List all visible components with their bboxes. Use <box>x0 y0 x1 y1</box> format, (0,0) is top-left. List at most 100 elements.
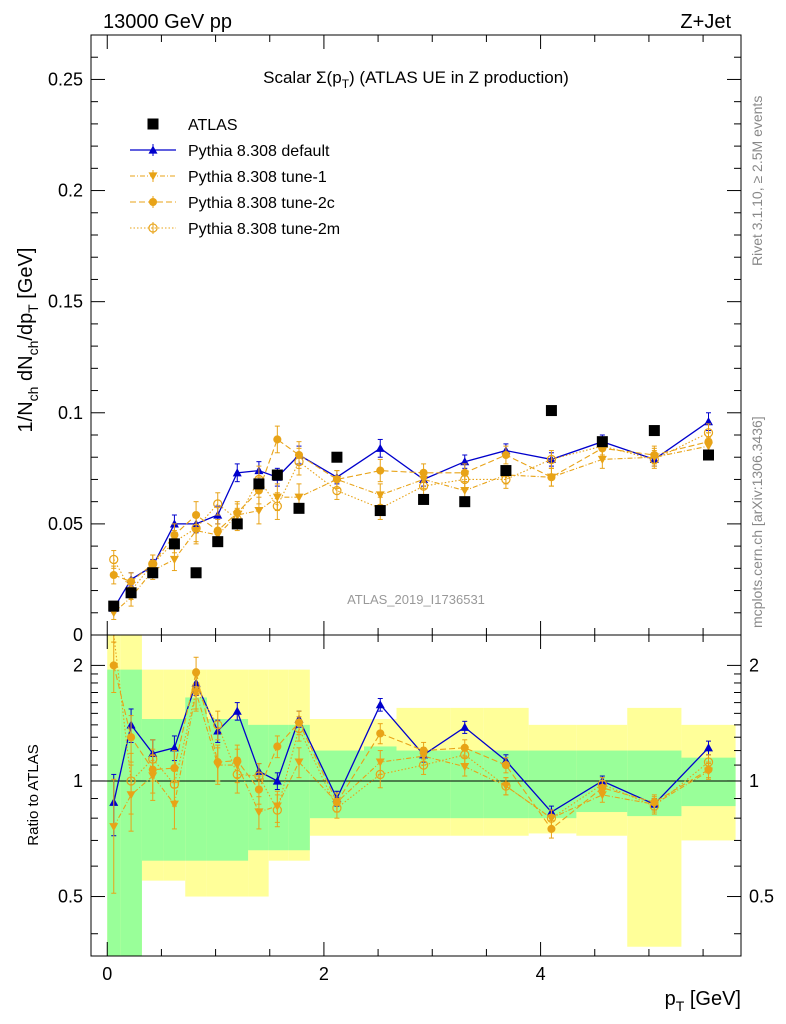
ratio-point-pythia-8-308-tune-2m <box>332 803 342 813</box>
main-point-pythia-8-308-tune-2m <box>703 428 714 438</box>
main-point-atlas <box>253 478 265 490</box>
main-point-pythia-8-308-tune-2m <box>272 501 282 511</box>
main-point-atlas <box>703 449 714 461</box>
main-point-pythia-8-308-tune-2m <box>649 454 659 465</box>
ratio-point-pythia-8-308-tune-2m <box>546 813 557 823</box>
main-point-atlas <box>545 405 557 417</box>
ratio-point-pythia-8-308-tune-2m <box>169 779 180 789</box>
ratio-y-tick-label-right: 1 <box>749 771 759 791</box>
legend-label-pythia-8-308-tune-2m: Pythia 8.308 tune-2m <box>188 221 340 238</box>
ratio-point-pythia-8-308-tune-1 <box>254 808 264 817</box>
main-y-tick-label: 0.25 <box>48 69 83 89</box>
ratio-y-tick-label: 2 <box>73 655 83 675</box>
legend-marker-atlas <box>147 118 159 130</box>
main-point-pythia-8-308-tune-2m <box>109 554 119 565</box>
ratio-point-pythia-8-308-tune-2m <box>649 801 659 811</box>
main-point-pythia-8-308-tune-2m <box>213 499 223 509</box>
main-y-tick-label: 0.2 <box>58 181 83 201</box>
main-point-pythia-8-308-default <box>375 443 385 452</box>
main-point-atlas <box>596 436 608 448</box>
main-point-pythia-8-308-tune-2c <box>419 468 428 477</box>
legend-label-pythia-8-308-tune-2c: Pythia 8.308 tune-2c <box>188 195 335 212</box>
legend-marker-pythia-8-308-tune-2m <box>148 223 158 233</box>
ratio-point-pythia-8-308-default <box>169 743 179 752</box>
main-line-pythia-8-308-tune-2m <box>113 432 709 592</box>
ratio-y-tick-label-right: 0.5 <box>749 887 774 907</box>
main-point-atlas <box>418 493 430 505</box>
main-point-pythia-8-308-tune-2m <box>191 523 201 533</box>
ratio-point-pythia-8-308-tune-2m <box>232 769 242 780</box>
ratio-point-pythia-8-308-tune-2c <box>376 729 385 738</box>
main-point-pythia-8-308-tune-1 <box>375 491 385 500</box>
ratio-inner-band <box>227 719 249 861</box>
main-point-atlas <box>108 600 120 612</box>
main-point-pythia-8-308-tune-2m <box>546 454 557 465</box>
ratio-point-pythia-8-308-tune-2m <box>597 779 607 789</box>
main-point-pythia-8-308-tune-2c <box>547 473 556 482</box>
ratio-point-pythia-8-308-tune-2m <box>418 760 429 770</box>
legend-label-atlas: ATLAS <box>188 117 238 134</box>
legend-marker-pythia-8-308-tune-1 <box>148 172 158 181</box>
legend-marker-pythia-8-308-default <box>148 145 158 154</box>
chart-title: Scalar Σ(pT) (ATLAS UE in Z production) <box>263 68 569 91</box>
main-point-atlas <box>168 538 180 550</box>
main-point-atlas <box>648 425 660 437</box>
ratio-point-pythia-8-308-tune-2m <box>254 771 264 781</box>
analysis-watermark: ATLAS_2019_I1736531 <box>347 592 485 607</box>
main-point-pythia-8-308-tune-2c <box>273 435 282 444</box>
main-line-pythia-8-308-tune-2c <box>113 438 709 583</box>
main-line-pythia-8-308-default <box>113 421 709 609</box>
ratio-point-pythia-8-308-tune-2m <box>375 769 385 780</box>
main-point-pythia-8-308-tune-2c <box>501 450 510 460</box>
main-point-pythia-8-308-tune-2m <box>332 485 342 496</box>
main-y-tick-label: 0 <box>73 625 83 645</box>
x-tick-label: 4 <box>536 964 546 984</box>
y-axis-label: 1/Nch dNch/dpT [GeV] <box>15 248 41 433</box>
ratio-point-pythia-8-308-default <box>375 700 385 709</box>
ratio-point-pythia-8-308-tune-2m <box>272 805 282 815</box>
ratio-point-pythia-8-308-tune-2c <box>501 761 510 770</box>
ratio-inner-band <box>450 750 484 819</box>
main-point-atlas <box>271 469 283 481</box>
main-point-pythia-8-308-tune-2m <box>460 474 470 485</box>
main-panel: 0 0.05 0.1 0.15 0.2 0.25 Scalar Σ(pT) (ATLAS … <box>15 34 742 645</box>
main-point-pythia-8-308-tune-1 <box>254 506 264 516</box>
main-point-pythia-8-308-default <box>232 468 242 477</box>
main-point-atlas <box>293 502 305 514</box>
ratio-inner-band <box>528 750 577 819</box>
ratio-point-pythia-8-308-default <box>460 722 470 731</box>
main-y-tick-label: 0.1 <box>58 403 83 423</box>
legend-label-pythia-8-308-tune-1: Pythia 8.308 tune-1 <box>188 169 327 186</box>
ratio-point-pythia-8-308-tune-2c <box>109 661 118 670</box>
x-axis-label: pT [GeV] <box>665 988 741 1014</box>
ratio-y-tick-label: 0.5 <box>58 887 83 907</box>
main-plot-marks <box>108 405 714 620</box>
main-point-atlas <box>331 451 343 463</box>
ratio-point-pythia-8-308-tune-2m <box>501 781 511 791</box>
main-point-pythia-8-308-tune-1 <box>294 493 304 502</box>
ratio-point-pythia-8-308-tune-2m <box>703 757 714 767</box>
ratio-axes: 0.5 0.5 1 1 2 2 0 2 4 <box>58 635 774 984</box>
ratio-point-pythia-8-308-tune-2c <box>273 742 282 751</box>
ratio-point-pythia-8-308-tune-1 <box>109 823 119 832</box>
main-point-pythia-8-308-tune-2m <box>294 457 304 467</box>
main-point-atlas <box>212 536 224 548</box>
main-point-pythia-8-308-tune-1 <box>597 455 607 464</box>
ratio-point-pythia-8-308-tune-2c <box>419 746 428 755</box>
main-point-pythia-8-308-default <box>704 417 713 426</box>
process-label: Z+Jet <box>680 11 731 33</box>
main-point-pythia-8-308-tune-1 <box>460 486 470 496</box>
ratio-point-pythia-8-308-tune-2c <box>127 733 136 742</box>
main-point-pythia-8-308-tune-1 <box>169 555 179 564</box>
main-point-pythia-8-308-tune-2c <box>376 466 385 475</box>
ratio-y-tick-label: 1 <box>73 771 83 791</box>
ratio-point-pythia-8-308-tune-1 <box>294 758 304 767</box>
mcplots-label: mcplots.cern.ch [arXiv:1306.3436] <box>749 416 765 628</box>
main-y-tick-label: 0.15 <box>48 292 83 312</box>
main-point-pythia-8-308-default <box>460 457 470 466</box>
ratio-y-tick-label-right: 2 <box>749 655 759 675</box>
ratio-frame <box>90 634 742 957</box>
ratio-outer-band <box>627 707 682 947</box>
ratio-point-pythia-8-308-tune-2m <box>460 750 470 760</box>
ratio-panel: 0.5 0.5 1 1 2 2 0 2 4 Ratio to ATLAS pT [GeV] <box>25 634 774 1014</box>
